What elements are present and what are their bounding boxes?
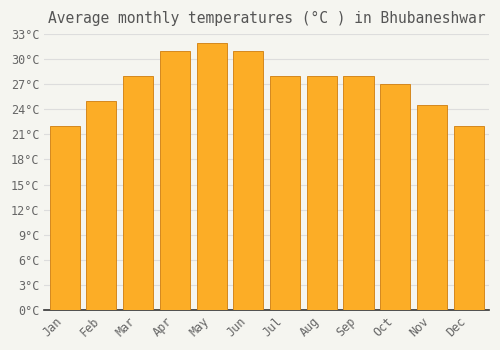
Bar — [234, 51, 264, 310]
Bar — [196, 43, 226, 310]
Bar — [50, 126, 80, 310]
Bar — [344, 76, 374, 310]
Bar — [270, 76, 300, 310]
Bar — [123, 76, 153, 310]
Title: Average monthly temperatures (°C ) in Bhubaneshwar: Average monthly temperatures (°C ) in Bh… — [48, 11, 486, 26]
Bar — [306, 76, 337, 310]
Bar — [454, 126, 484, 310]
Bar — [380, 84, 410, 310]
Bar — [417, 105, 447, 310]
Bar — [160, 51, 190, 310]
Bar — [86, 101, 117, 310]
